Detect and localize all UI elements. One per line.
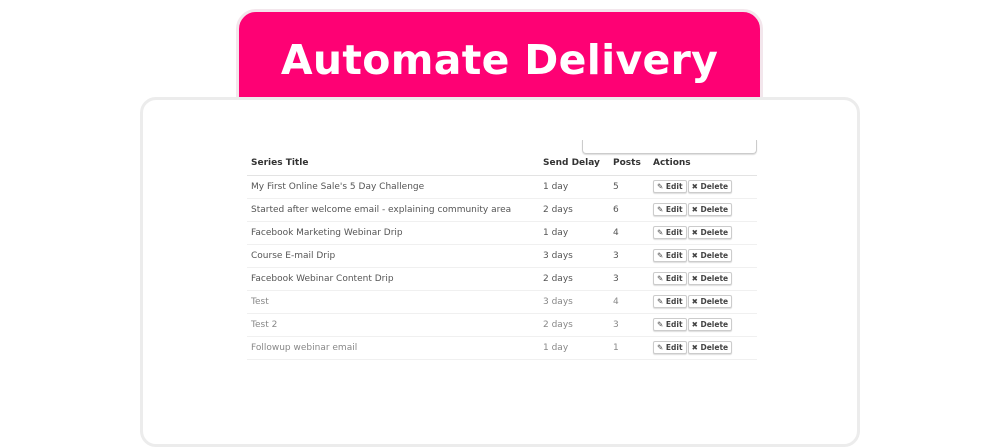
series-title: Facebook Webinar Content Drip bbox=[247, 267, 539, 291]
x-icon: ✖ bbox=[691, 205, 698, 214]
posts-count: 5 bbox=[609, 175, 649, 199]
actions-cell: ✎ Edit ✖ Delete bbox=[649, 175, 757, 199]
edit-button[interactable]: ✎ Edit bbox=[653, 318, 687, 331]
pencil-icon: ✎ bbox=[657, 182, 664, 191]
x-icon: ✖ bbox=[691, 297, 698, 306]
delete-button[interactable]: ✖ Delete bbox=[687, 180, 733, 193]
header-posts: Posts bbox=[609, 152, 649, 176]
send-delay: 3 days bbox=[539, 244, 609, 268]
actions-cell: ✎ Edit ✖ Delete bbox=[649, 244, 757, 268]
actions-cell: ✎ Edit ✖ Delete bbox=[649, 290, 757, 314]
posts-count: 3 bbox=[609, 313, 649, 337]
series-title: My First Online Sale's 5 Day Challenge bbox=[247, 175, 539, 199]
send-delay: 1 day bbox=[539, 221, 609, 245]
posts-count: 4 bbox=[609, 221, 649, 245]
send-delay: 1 day bbox=[539, 175, 609, 199]
series-title: Course E-mail Drip bbox=[247, 244, 539, 268]
delete-button[interactable]: ✖ Delete bbox=[687, 203, 733, 216]
send-delay: 1 day bbox=[539, 336, 609, 360]
edit-button[interactable]: ✎ Edit bbox=[653, 226, 687, 239]
pencil-icon: ✎ bbox=[657, 343, 664, 352]
delete-button[interactable]: ✖ Delete bbox=[687, 249, 733, 262]
table-row: Test 3 days 4 ✎ Edit ✖ Delete bbox=[247, 290, 757, 314]
posts-count: 3 bbox=[609, 244, 649, 268]
send-delay: 2 days bbox=[539, 198, 609, 222]
edit-button[interactable]: ✎ Edit bbox=[653, 180, 687, 193]
posts-count: 6 bbox=[609, 198, 649, 222]
posts-count: 4 bbox=[609, 290, 649, 314]
series-title: Facebook Marketing Webinar Drip bbox=[247, 221, 539, 245]
series-table: Series Title Send Delay Posts Actions My… bbox=[247, 152, 757, 360]
series-title: Started after welcome email - explaining… bbox=[247, 198, 539, 222]
header-actions: Actions bbox=[649, 152, 757, 176]
actions-cell: ✎ Edit ✖ Delete bbox=[649, 198, 757, 222]
header-send-delay: Send Delay bbox=[539, 152, 609, 176]
x-icon: ✖ bbox=[691, 274, 698, 283]
delete-button[interactable]: ✖ Delete bbox=[687, 272, 733, 285]
actions-cell: ✎ Edit ✖ Delete bbox=[649, 336, 757, 360]
send-delay: 2 days bbox=[539, 267, 609, 291]
table-row: Started after welcome email - explaining… bbox=[247, 198, 757, 222]
table-row: Followup webinar email 1 day 1 ✎ Edit ✖ D… bbox=[247, 336, 757, 360]
x-icon: ✖ bbox=[691, 320, 698, 329]
posts-count: 3 bbox=[609, 267, 649, 291]
actions-cell: ✎ Edit ✖ Delete bbox=[649, 221, 757, 245]
table-row: Course E-mail Drip 3 days 3 ✎ Edit ✖ Dele… bbox=[247, 244, 757, 268]
delete-button[interactable]: ✖ Delete bbox=[687, 318, 733, 331]
edit-button[interactable]: ✎ Edit bbox=[653, 249, 687, 262]
x-icon: ✖ bbox=[691, 228, 698, 237]
edit-button[interactable]: ✎ Edit bbox=[653, 295, 687, 308]
table-row: My First Online Sale's 5 Day Challenge 1… bbox=[247, 175, 757, 199]
edit-button[interactable]: ✎ Edit bbox=[653, 272, 687, 285]
x-icon: ✖ bbox=[691, 251, 698, 260]
banner: Automate Delivery bbox=[236, 9, 763, 109]
pencil-icon: ✎ bbox=[657, 251, 664, 260]
actions-cell: ✎ Edit ✖ Delete bbox=[649, 313, 757, 337]
series-title: Test bbox=[247, 290, 539, 314]
pencil-icon: ✎ bbox=[657, 205, 664, 214]
delete-button[interactable]: ✖ Delete bbox=[687, 341, 733, 354]
pencil-icon: ✎ bbox=[657, 320, 664, 329]
edit-button[interactable]: ✎ Edit bbox=[653, 203, 687, 216]
table-row: Facebook Webinar Content Drip 2 days 3 ✎… bbox=[247, 267, 757, 291]
header-series-title: Series Title bbox=[247, 152, 539, 176]
actions-cell: ✎ Edit ✖ Delete bbox=[649, 267, 757, 291]
x-icon: ✖ bbox=[691, 182, 698, 191]
pencil-icon: ✎ bbox=[657, 228, 664, 237]
x-icon: ✖ bbox=[691, 343, 698, 352]
delete-button[interactable]: ✖ Delete bbox=[687, 226, 733, 239]
table-row: Test 2 2 days 3 ✎ Edit ✖ Delete bbox=[247, 313, 757, 337]
send-delay: 3 days bbox=[539, 290, 609, 314]
delete-button[interactable]: ✖ Delete bbox=[687, 295, 733, 308]
series-title: Followup webinar email bbox=[247, 336, 539, 360]
banner-title: Automate Delivery bbox=[280, 36, 719, 84]
table-row: Facebook Marketing Webinar Drip 1 day 4 … bbox=[247, 221, 757, 245]
edit-button[interactable]: ✎ Edit bbox=[653, 341, 687, 354]
pencil-icon: ✎ bbox=[657, 274, 664, 283]
posts-count: 1 bbox=[609, 336, 649, 360]
pencil-icon: ✎ bbox=[657, 297, 664, 306]
send-delay: 2 days bbox=[539, 313, 609, 337]
series-title: Test 2 bbox=[247, 313, 539, 337]
